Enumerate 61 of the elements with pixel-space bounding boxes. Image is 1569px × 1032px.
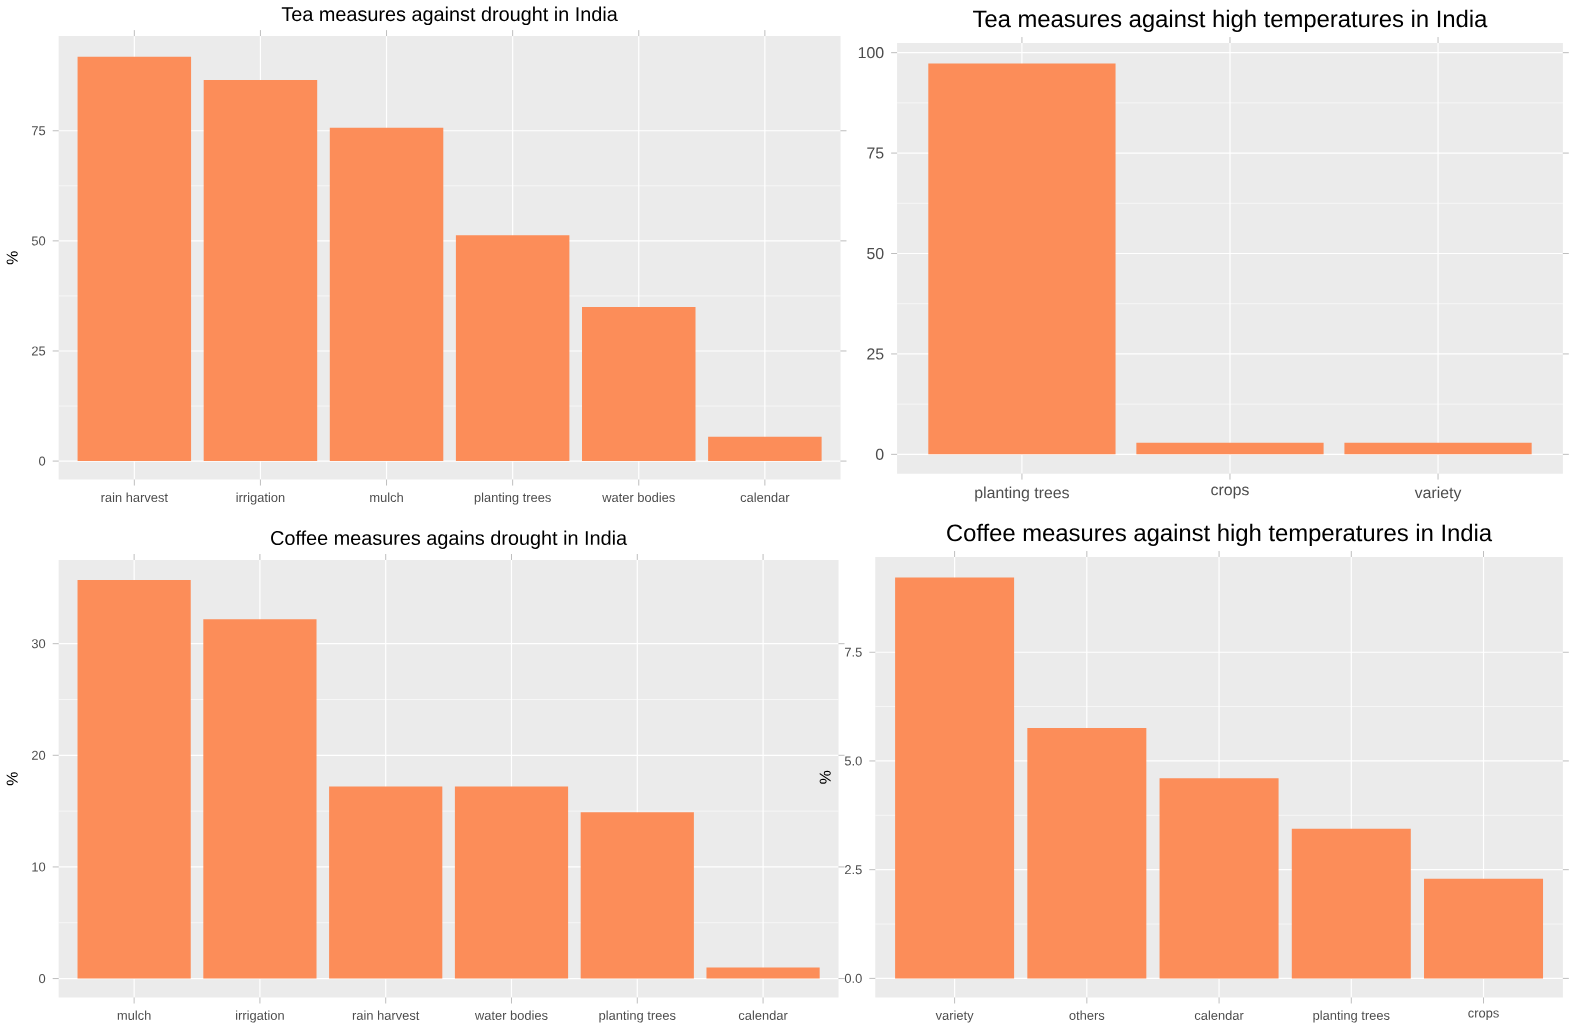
bar [454,786,569,979]
bar [329,786,443,979]
bar [708,436,822,461]
y-tick-label: 0.0 [844,973,862,983]
y-tick-label: 7.5 [845,647,862,657]
bar [1159,778,1279,979]
y-tick-label: 5.0 [844,756,862,766]
y-axis-title: % [6,251,18,265]
chart-title: Tea measures against high temperatures in India [973,9,1488,32]
x-tick-label: others [1069,1010,1105,1020]
chart-title: Coffee measures agains drought in India [271,530,628,549]
y-tick-label: 25 [867,348,884,360]
x-tick-label: calendar [740,492,790,502]
y-tick-label: 50 [31,236,46,246]
bar [329,127,444,461]
bar [1291,828,1411,979]
y-tick-label: 0 [875,448,884,460]
chart-title: Coffee measures against high temperatures in India [947,523,1493,546]
x-tick-label: water bodies [474,1010,548,1020]
y-tick-label: 75 [867,147,884,159]
y-axis-title: % [819,770,831,784]
y-tick-label: 50 [867,247,884,259]
bar [706,967,820,979]
x-tick-label: water bodies [602,492,675,502]
x-tick-label: planting trees [975,486,1069,502]
x-tick-label: planting trees [1313,1010,1390,1023]
y-tick-label: 75 [32,126,46,136]
y-tick-label: 0 [39,973,46,983]
x-tick-label: crops [1211,486,1249,499]
x-tick-label: variety [935,1010,974,1023]
y-tick-label: 10 [32,862,46,872]
x-tick-label: crops [1468,1010,1499,1020]
y-tick-label: 0 [39,456,46,466]
y-tick-label: 30 [31,639,46,649]
x-tick-label: planting trees [599,1010,676,1023]
bar [203,619,317,979]
bar [77,56,192,461]
chart-title: Tea measures against drought in India [281,6,618,25]
x-tick-label: mulch [117,1010,151,1020]
bar [203,79,318,461]
y-tick-label: 100 [858,46,884,59]
x-tick-label: calendar [738,1010,788,1020]
y-tick-label: 25 [32,346,46,356]
x-tick-label: variety [1414,486,1462,502]
x-tick-label: mulch [370,492,403,502]
bar [582,306,696,461]
x-tick-label: irrigation [236,492,285,505]
bar [580,812,694,979]
y-tick-label: 2.5 [845,864,862,875]
x-tick-label: rain harvest [101,492,168,502]
y-axis-title: % [6,772,18,786]
bar [895,577,1015,979]
bar [455,235,570,461]
bar [1027,727,1147,979]
x-tick-label: irrigation [236,1010,284,1023]
bar [1424,878,1544,979]
y-tick-label: 20 [32,750,46,760]
x-tick-label: rain harvest [352,1010,420,1020]
x-tick-label: calendar [1194,1010,1244,1020]
bar [77,579,191,979]
x-tick-label: planting trees [474,492,551,505]
